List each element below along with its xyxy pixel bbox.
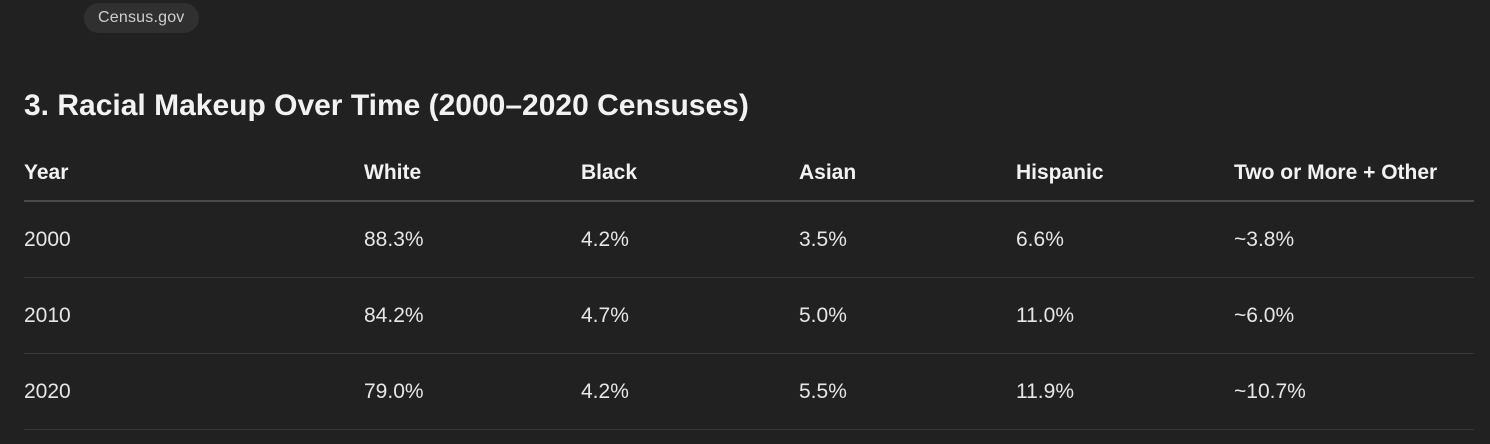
table-header-row: Year White Black Asian Hispanic Two or M… (24, 146, 1474, 202)
table-row: 2020 79.0% 4.2% 5.5% 11.9% ~10.7% (24, 353, 1474, 430)
cell-black: 4.2% (581, 201, 799, 278)
cell-white: 79.0% (364, 353, 581, 430)
cell-hispanic: 11.9% (1016, 353, 1234, 430)
cell-two-or-more-other: ~6.0% (1234, 277, 1474, 354)
table-row: 2010 84.2% 4.7% 5.0% 11.0% ~6.0% (24, 277, 1474, 354)
table-row: 2000 88.3% 4.2% 3.5% 6.6% ~3.8% (24, 201, 1474, 278)
cell-black: 4.7% (581, 277, 799, 354)
column-header-white: White (364, 146, 581, 202)
cell-asian: 5.5% (799, 353, 1016, 430)
cell-year: 2000 (24, 201, 364, 278)
cell-white: 84.2% (364, 277, 581, 354)
cell-asian: 3.5% (799, 201, 1016, 278)
column-header-hispanic: Hispanic (1016, 146, 1234, 202)
column-header-year: Year (24, 146, 364, 202)
racial-makeup-table-container: Year White Black Asian Hispanic Two or M… (24, 146, 1474, 430)
cell-hispanic: 6.6% (1016, 201, 1234, 278)
cell-white: 88.3% (364, 201, 581, 278)
cell-hispanic: 11.0% (1016, 277, 1234, 354)
cell-two-or-more-other: ~10.7% (1234, 353, 1474, 430)
cell-asian: 5.0% (799, 277, 1016, 354)
column-header-asian: Asian (799, 146, 1016, 202)
section-heading: 3. Racial Makeup Over Time (2000–2020 Ce… (24, 89, 749, 122)
source-chip-census-gov[interactable]: Census.gov (84, 3, 199, 33)
cell-year: 2010 (24, 277, 364, 354)
cell-black: 4.2% (581, 353, 799, 430)
column-header-two-or-more-other: Two or More + Other (1234, 146, 1474, 202)
cell-two-or-more-other: ~3.8% (1234, 201, 1474, 278)
column-header-black: Black (581, 146, 799, 202)
cell-year: 2020 (24, 353, 364, 430)
racial-makeup-table: Year White Black Asian Hispanic Two or M… (24, 146, 1474, 430)
